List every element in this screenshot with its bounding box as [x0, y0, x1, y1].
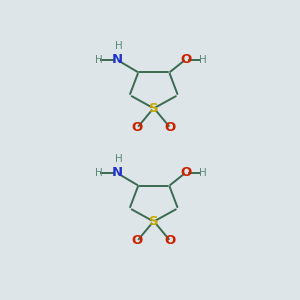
Text: H: H	[199, 168, 206, 178]
Text: H: H	[95, 168, 103, 178]
Text: S: S	[149, 215, 159, 228]
Text: O: O	[131, 234, 143, 247]
Text: O: O	[131, 121, 143, 134]
Text: N: N	[111, 53, 122, 66]
Text: H: H	[199, 55, 206, 65]
Text: H: H	[95, 55, 103, 65]
Text: O: O	[180, 167, 191, 179]
Text: H: H	[115, 154, 123, 164]
Text: S: S	[149, 102, 159, 115]
Text: H: H	[115, 41, 123, 51]
Text: O: O	[165, 234, 176, 247]
Text: O: O	[165, 121, 176, 134]
Text: N: N	[111, 167, 122, 179]
Text: O: O	[180, 53, 191, 66]
